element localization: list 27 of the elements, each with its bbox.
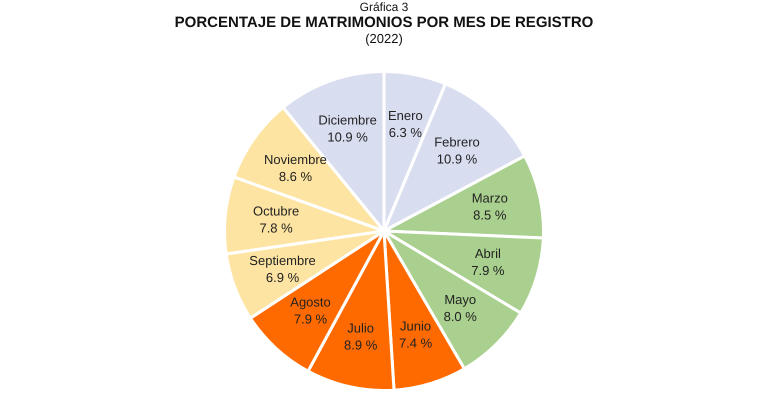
data-label: 6.3 %	[388, 125, 422, 140]
slice-label: Abril	[474, 246, 501, 261]
slice-label: Diciembre	[318, 112, 377, 128]
slice-label: Enero	[388, 108, 423, 124]
data-label: 10.9 %	[327, 129, 368, 144]
chart-title: PORCENTAJE DE MATRIMONIOS POR MES DE REGISTRO	[174, 14, 594, 31]
data-label: 8.9 %	[344, 338, 378, 352]
text: Gráfica 3	[358, 0, 410, 14]
chart-subtitle: (2022)	[364, 31, 404, 46]
data-label: 10.9 %	[436, 151, 478, 166]
data-label: 7.8 %	[259, 220, 294, 236]
slice-label: Agosto	[290, 294, 331, 310]
slice-label: Febrero	[434, 134, 480, 150]
data-label: 8.0 %	[444, 308, 478, 324]
slice-label: Septiembre	[249, 252, 316, 268]
data-label: 7.4 %	[398, 335, 433, 350]
slice-label: Julio	[347, 320, 374, 336]
data-label: 7.9 %	[471, 262, 505, 278]
slice-label: Junio	[400, 318, 432, 334]
data-label: 8.5 %	[473, 208, 507, 223]
slice-label: Marzo	[472, 190, 508, 206]
data-label: 8.6 %	[278, 168, 313, 184]
data-label: 7.9 %	[294, 311, 328, 326]
slice-label: Octubre	[252, 204, 300, 219]
slice-label: Noviembre	[264, 152, 327, 167]
data-label: 6.9 %	[266, 270, 300, 285]
slice-label: Mayo	[444, 292, 476, 307]
